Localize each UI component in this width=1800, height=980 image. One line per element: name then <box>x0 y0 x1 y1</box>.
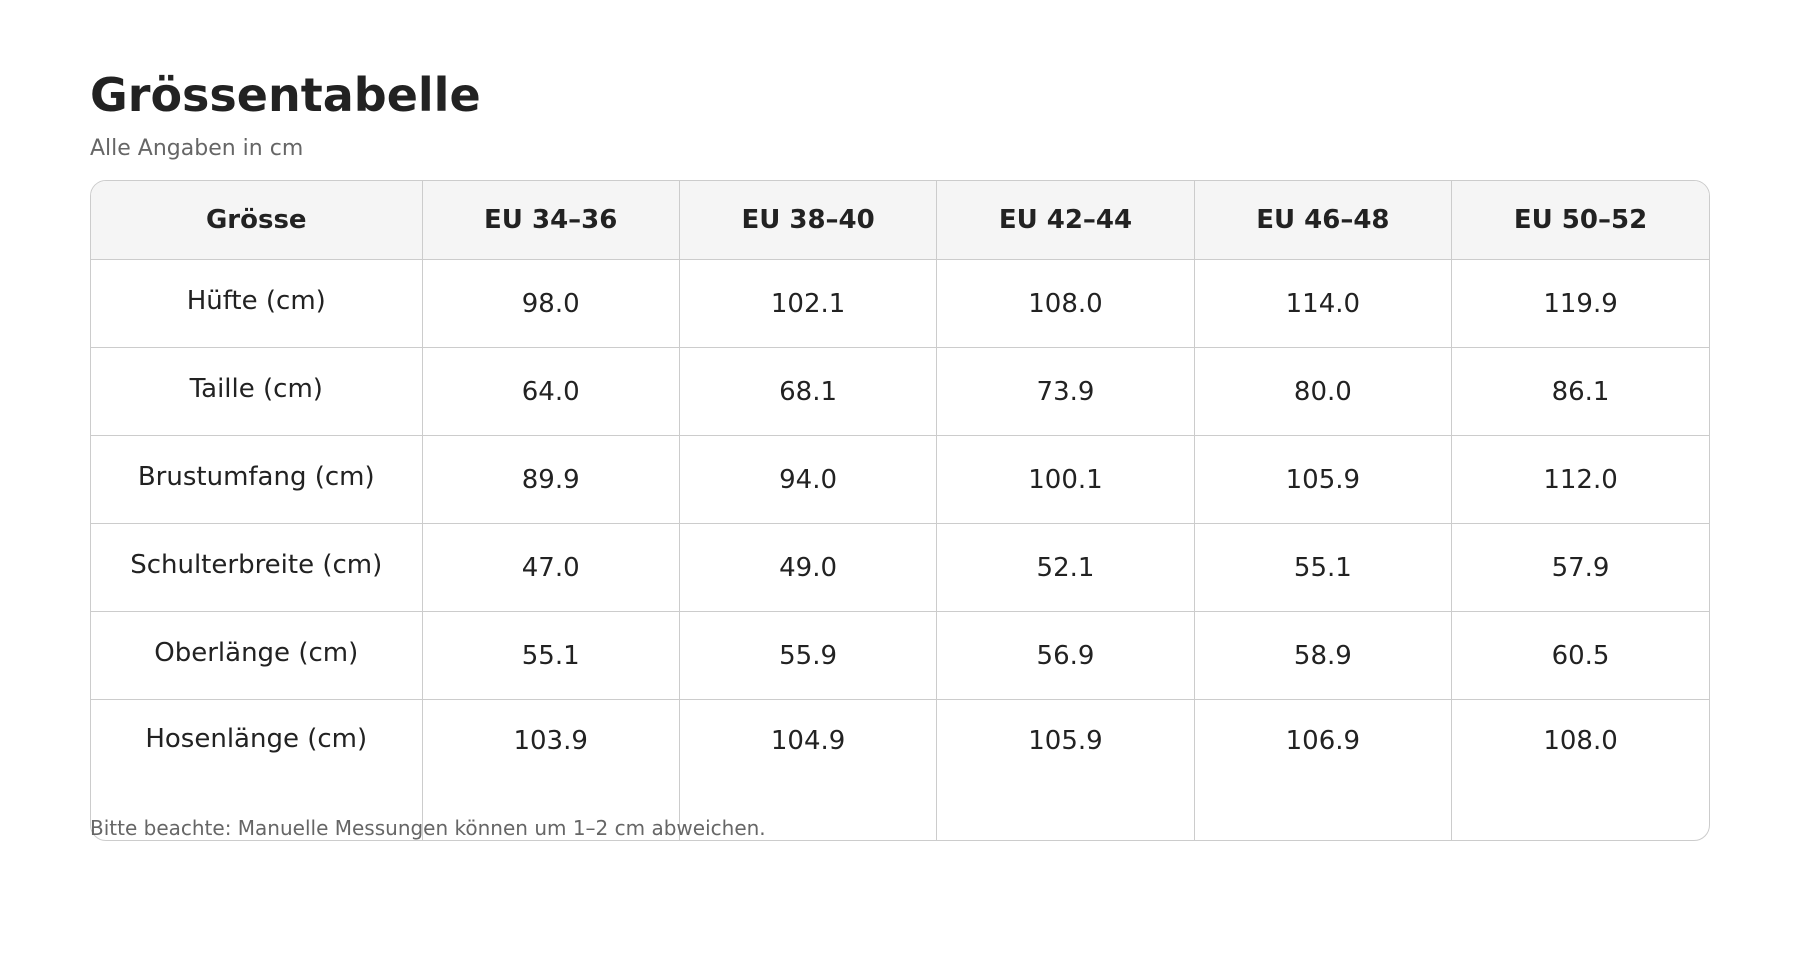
row-label: Taille (cm) <box>91 347 423 436</box>
cell: 114.0 <box>1194 259 1453 348</box>
cell: 60.5 <box>1451 611 1709 700</box>
table-container: Grösse EU 34–36 EU 38–40 EU 42–44 EU 46–48 EU… <box>90 180 1710 841</box>
table-row: Taille (cm) 64.0 68.1 73.9 80.0 86.1 <box>91 347 1709 436</box>
cell: 68.1 <box>679 347 938 436</box>
table-body: Hüfte (cm) 98.0 102.1 108.0 114.0 119.9 Taille… <box>91 259 1709 840</box>
cell: 119.9 <box>1451 259 1709 348</box>
cell: 56.9 <box>936 611 1195 700</box>
cell: 57.9 <box>1451 523 1709 612</box>
table-row: Hüfte (cm) 98.0 102.1 108.0 114.0 119.9 <box>91 259 1709 348</box>
cell: 55.1 <box>422 611 680 700</box>
cell: 104.9 <box>679 699 938 840</box>
size-table: Grösse EU 34–36 EU 38–40 EU 42–44 EU 46–48 EU… <box>91 181 1709 840</box>
cell: 106.9 <box>1194 699 1453 840</box>
header-row: Grösse EU 34–36 EU 38–40 EU 42–44 EU 46–48 EU… <box>91 181 1709 260</box>
row-label: Schulterbreite (cm) <box>91 523 423 612</box>
cell: 86.1 <box>1451 347 1709 436</box>
cell: 98.0 <box>422 259 680 348</box>
cell: 64.0 <box>422 347 680 436</box>
row-label: Brustumfang (cm) <box>91 435 423 524</box>
cell: 73.9 <box>936 347 1195 436</box>
cell: 100.1 <box>936 435 1195 524</box>
column-header: EU 50–52 <box>1451 181 1709 260</box>
subtitle: Alle Angaben in cm <box>90 136 304 161</box>
cell: 80.0 <box>1194 347 1453 436</box>
cell: 49.0 <box>679 523 938 612</box>
cell: 47.0 <box>422 523 680 612</box>
cell: 112.0 <box>1451 435 1709 524</box>
row-label: Hüfte (cm) <box>91 259 423 348</box>
row-label: Hosenlänge (cm) <box>91 699 423 840</box>
cell: 108.0 <box>936 259 1195 348</box>
cell: 55.1 <box>1194 523 1453 612</box>
column-header: EU 38–40 <box>679 181 938 260</box>
cell: 102.1 <box>679 259 938 348</box>
table-row: Oberlänge (cm) 55.1 55.9 56.9 58.9 60.5 <box>91 611 1709 700</box>
cell: 105.9 <box>1194 435 1453 524</box>
cell: 89.9 <box>422 435 680 524</box>
column-header: EU 42–44 <box>936 181 1195 260</box>
footnote: Bitte beachte: Manuelle Messungen können… <box>90 816 766 840</box>
row-label: Oberlänge (cm) <box>91 611 423 700</box>
table-row: Brustumfang (cm) 89.9 94.0 100.1 105.9 112.0 <box>91 435 1709 524</box>
cell: 108.0 <box>1543 726 1618 756</box>
column-header: EU 34–36 <box>422 181 680 260</box>
cell: 103.9 <box>422 699 680 840</box>
title: Grössentabelle <box>90 68 481 122</box>
cell: 58.9 <box>1194 611 1453 700</box>
column-header: Grösse <box>91 181 423 260</box>
cell: 105.9 <box>936 699 1195 840</box>
cell: 55.9 <box>679 611 938 700</box>
table-row: Hosenlänge (cm) 103.9 104.9 105.9 106.9 108.0 <box>91 699 1709 840</box>
cell: 94.0 <box>679 435 938 524</box>
cell: 52.1 <box>936 523 1195 612</box>
column-header: EU 46–48 <box>1194 181 1453 260</box>
table-row: Schulterbreite (cm) 47.0 49.0 52.1 55.1 57.9 <box>91 523 1709 612</box>
